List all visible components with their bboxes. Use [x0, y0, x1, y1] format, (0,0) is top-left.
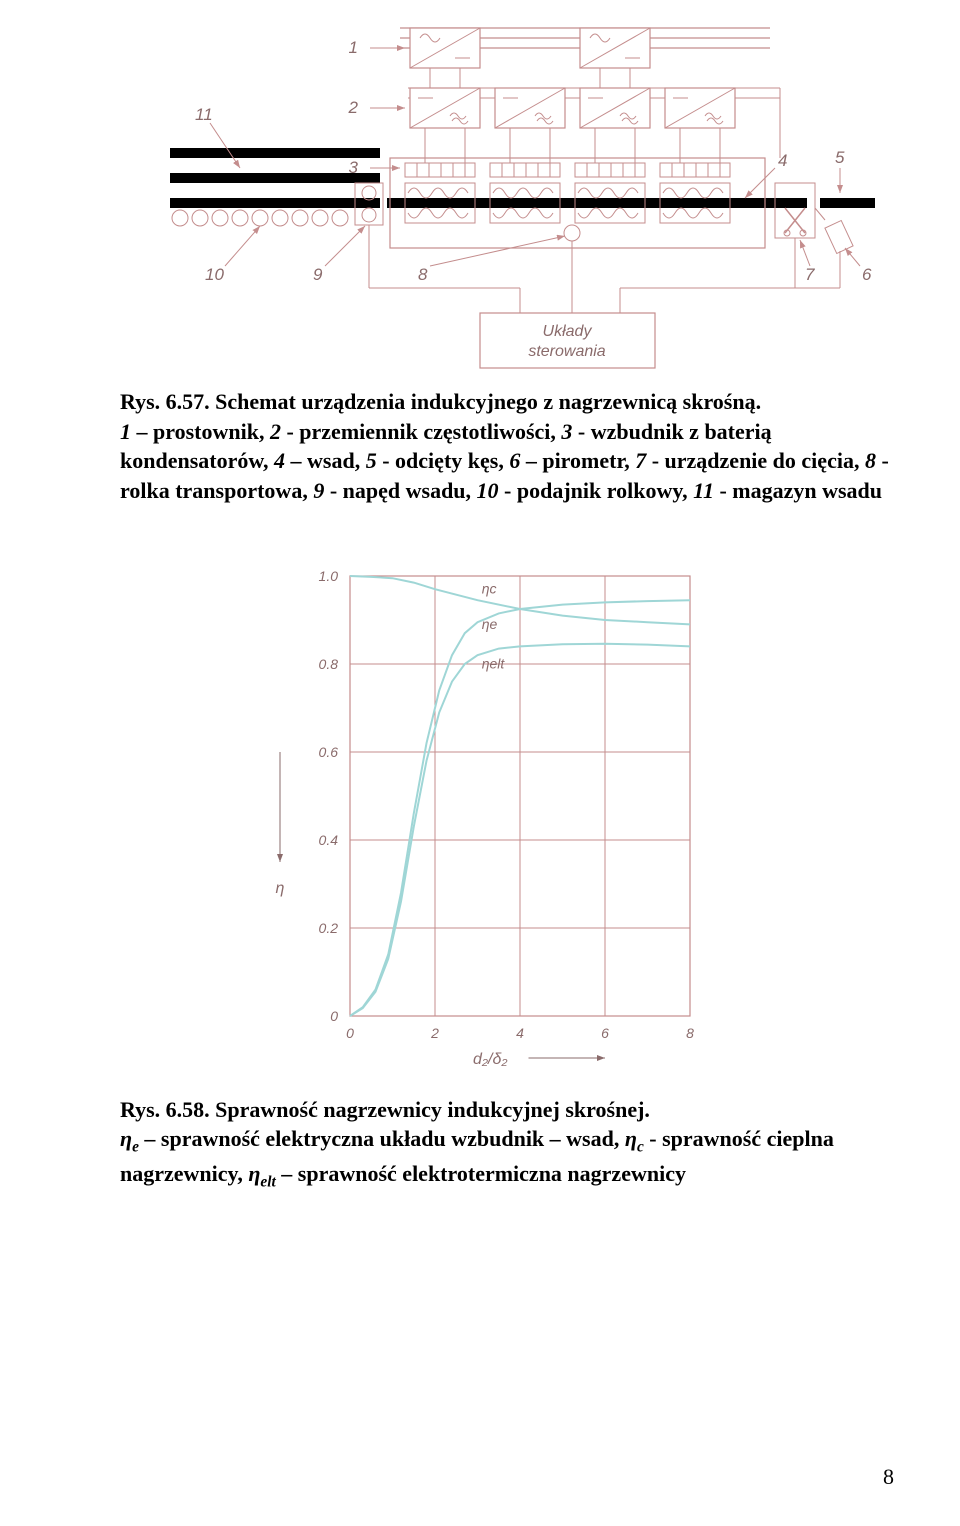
label-5: 5	[835, 148, 845, 167]
efficiency-chart: 0 0.2 0.4 0.6 0.8 1.0 0 2 4 6 8 ηc ηe ηelt η d₂/δ₂	[240, 546, 740, 1086]
roller-conveyor	[172, 210, 348, 226]
control-label-2: sterowania	[528, 343, 605, 360]
svg-text:6: 6	[601, 1025, 609, 1041]
label-1: 1	[349, 38, 358, 57]
caption-6-57-ref: Rys. 6.57. Schemat urządzenia indukcyjne…	[120, 389, 761, 414]
caption-6-58-ref: Rys. 6.58. Sprawność nagrzewnicy indukcy…	[120, 1097, 650, 1122]
svg-text:4: 4	[516, 1025, 524, 1041]
svg-text:ηe: ηe	[482, 616, 498, 632]
svg-text:8: 8	[686, 1025, 694, 1041]
svg-text:0: 0	[330, 1008, 338, 1024]
caption-6-57-body: 1 – prostownik, 2 - przemiennik częstotl…	[120, 419, 889, 503]
label-6: 6	[862, 265, 872, 284]
label-7: 7	[805, 265, 815, 284]
caption-6-57: Rys. 6.57. Schemat urządzenia indukcyjne…	[120, 387, 900, 506]
label-10: 10	[205, 265, 224, 284]
svg-text:ηc: ηc	[482, 580, 497, 596]
label-8: 8	[418, 265, 428, 284]
svg-text:0.2: 0.2	[319, 920, 339, 936]
label-11: 11	[195, 105, 213, 124]
label-2: 2	[348, 98, 359, 117]
control-box: Układy sterowania	[480, 313, 655, 368]
figure-6-57: Układy sterowania 1 2 3 11 4 5 6 7 8 9 1…	[120, 8, 900, 383]
control-label-1: Układy	[543, 323, 593, 340]
svg-text:1.0: 1.0	[319, 568, 339, 584]
label-4: 4	[778, 151, 787, 170]
schematic-svg: Układy sterowania 1 2 3 11 4 5 6 7 8 9 1…	[120, 8, 900, 378]
cutter-device	[775, 183, 815, 238]
svg-text:0: 0	[346, 1025, 354, 1041]
svg-text:0.6: 0.6	[319, 744, 339, 760]
pyrometer	[815, 208, 853, 253]
svg-text:0.8: 0.8	[319, 656, 339, 672]
svg-text:η: η	[276, 880, 285, 897]
caption-6-58-body: ηe – sprawność elektryczna układu wzbudn…	[120, 1126, 834, 1185]
label-9: 9	[313, 265, 323, 284]
figure-6-58: 0 0.2 0.4 0.6 0.8 1.0 0 2 4 6 8 ηc ηe ηelt η d₂/δ₂	[240, 546, 900, 1091]
label-3: 3	[349, 158, 359, 177]
page-number: 8	[883, 1464, 894, 1490]
caption-6-58: Rys. 6.58. Sprawność nagrzewnicy indukcy…	[120, 1095, 900, 1193]
inductor-coils	[405, 163, 730, 223]
svg-text:0.4: 0.4	[319, 832, 339, 848]
svg-text:d₂/δ₂: d₂/δ₂	[473, 1051, 507, 1068]
svg-text:ηelt: ηelt	[482, 655, 506, 671]
svg-text:2: 2	[430, 1025, 439, 1041]
converter-row-2	[410, 88, 735, 128]
